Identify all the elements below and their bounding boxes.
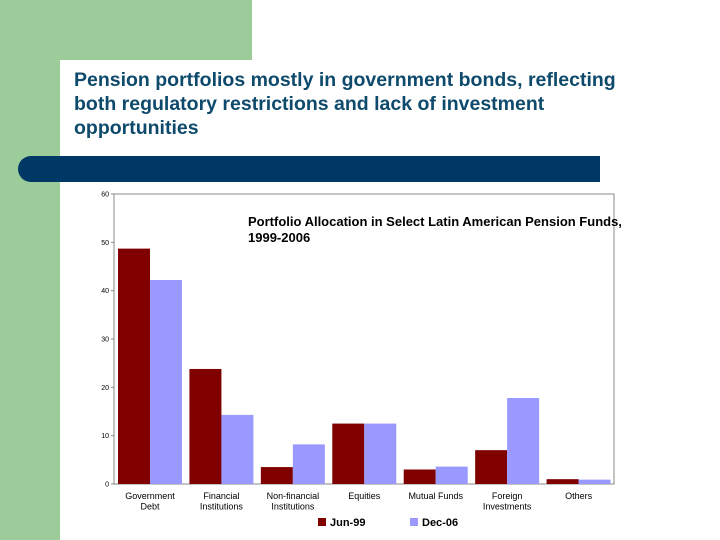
green-sidebar-decoration	[0, 0, 60, 540]
legend-swatch-jun-99	[318, 518, 326, 526]
x-category-label-4: Mutual Funds	[408, 491, 463, 501]
bar-jun-99-5	[475, 450, 508, 484]
y-tick-label-3: 30	[101, 337, 109, 344]
y-tick-label-1: 10	[101, 433, 109, 440]
bar-dec-06-1	[221, 414, 254, 484]
x-category-label-3: Equities	[348, 491, 381, 501]
y-tick-label-0: 0	[105, 482, 109, 489]
y-tick-label-4: 40	[101, 288, 109, 295]
bar-chart: 0 10 20 30 40 50 60 Government Debt Financial Inst…	[101, 192, 622, 530]
y-tick-label-2: 20	[101, 385, 109, 392]
bar-dec-06-3	[364, 423, 397, 484]
bar-dec-06-4	[435, 466, 468, 484]
bar-dec-06-6	[578, 479, 611, 484]
y-tick-label-5: 50	[101, 240, 109, 247]
x-category-label-1: Financial Institutions	[200, 491, 244, 512]
bar-dec-06-0	[150, 280, 182, 484]
legend-label-jun-99: Jun-99	[330, 517, 365, 529]
bar-jun-99-4	[403, 469, 436, 484]
bar-jun-99-1	[189, 368, 222, 484]
bar-dec-06-5	[507, 397, 540, 484]
bar-jun-99-2	[260, 467, 293, 484]
x-category-label-0: Government Debt	[125, 491, 175, 512]
slide-title: Pension portfolios mostly in government …	[74, 69, 616, 139]
x-category-label-2: Non-financial Institutions	[267, 491, 320, 512]
x-category-label-5: Foreign Investments	[483, 491, 532, 512]
bar-dec-06-2	[292, 444, 325, 484]
bar-jun-99-3	[332, 423, 365, 484]
title-underline-bar	[18, 156, 600, 182]
legend-swatch-dec-06	[410, 518, 418, 526]
legend-label-dec-06: Dec-06	[422, 517, 458, 529]
y-tick-label-6: 60	[101, 192, 109, 199]
green-top-decoration	[60, 0, 252, 60]
bar-jun-99-0	[118, 248, 150, 484]
chart-title: Portfolio Allocation in Select Latin Ame…	[248, 214, 622, 245]
x-category-label-6: Others	[565, 491, 593, 501]
bar-jun-99-6	[546, 479, 579, 484]
